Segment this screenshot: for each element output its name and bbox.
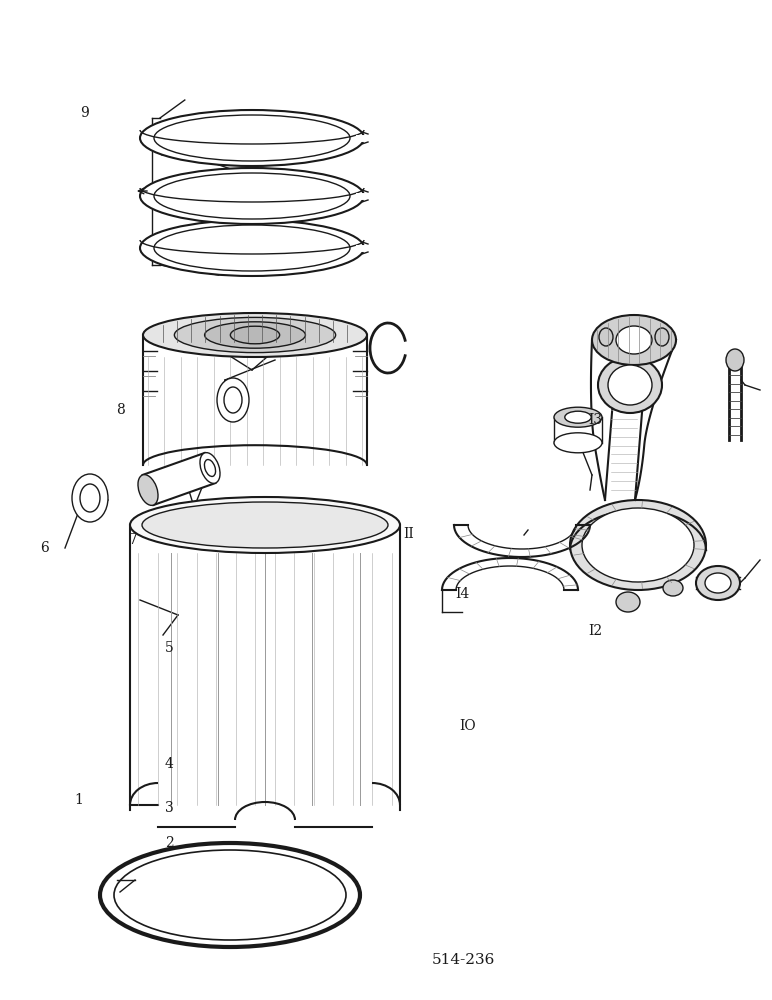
Ellipse shape <box>200 453 220 483</box>
Ellipse shape <box>154 225 350 271</box>
Text: 514-236: 514-236 <box>432 953 495 967</box>
Text: 8: 8 <box>117 403 125 417</box>
Ellipse shape <box>599 328 613 346</box>
Ellipse shape <box>592 315 676 365</box>
Text: I3: I3 <box>588 413 602 427</box>
Ellipse shape <box>582 508 694 582</box>
Ellipse shape <box>663 580 683 596</box>
Ellipse shape <box>554 407 602 427</box>
Text: 9: 9 <box>80 106 89 120</box>
Text: IO: IO <box>459 719 476 733</box>
Ellipse shape <box>205 322 306 348</box>
Ellipse shape <box>154 173 350 219</box>
Ellipse shape <box>608 365 652 405</box>
Ellipse shape <box>726 349 744 371</box>
Text: 3: 3 <box>165 801 174 815</box>
Ellipse shape <box>72 474 108 522</box>
Ellipse shape <box>655 328 669 346</box>
Ellipse shape <box>616 592 640 612</box>
Ellipse shape <box>140 168 364 224</box>
Ellipse shape <box>174 317 336 353</box>
Ellipse shape <box>142 502 388 548</box>
Text: 4: 4 <box>165 757 174 771</box>
Text: 7: 7 <box>129 533 137 547</box>
Ellipse shape <box>140 110 364 166</box>
Ellipse shape <box>130 497 400 553</box>
Ellipse shape <box>554 433 602 453</box>
Text: I4: I4 <box>455 587 469 601</box>
Text: 5: 5 <box>165 641 174 655</box>
Ellipse shape <box>616 326 652 354</box>
Text: II: II <box>404 527 415 541</box>
Ellipse shape <box>565 411 591 423</box>
Ellipse shape <box>705 573 731 593</box>
Text: 2: 2 <box>165 836 174 850</box>
Ellipse shape <box>224 387 242 413</box>
Ellipse shape <box>80 484 100 512</box>
Text: I2: I2 <box>588 624 602 638</box>
Ellipse shape <box>217 378 249 422</box>
Ellipse shape <box>205 460 215 476</box>
Ellipse shape <box>138 475 158 505</box>
Text: 6: 6 <box>40 541 49 555</box>
Ellipse shape <box>570 500 706 590</box>
Ellipse shape <box>140 220 364 276</box>
Ellipse shape <box>154 115 350 161</box>
Ellipse shape <box>230 326 279 344</box>
Polygon shape <box>143 453 215 505</box>
Ellipse shape <box>143 313 367 357</box>
Ellipse shape <box>598 357 662 413</box>
Text: 1: 1 <box>75 793 83 807</box>
Ellipse shape <box>696 566 740 600</box>
